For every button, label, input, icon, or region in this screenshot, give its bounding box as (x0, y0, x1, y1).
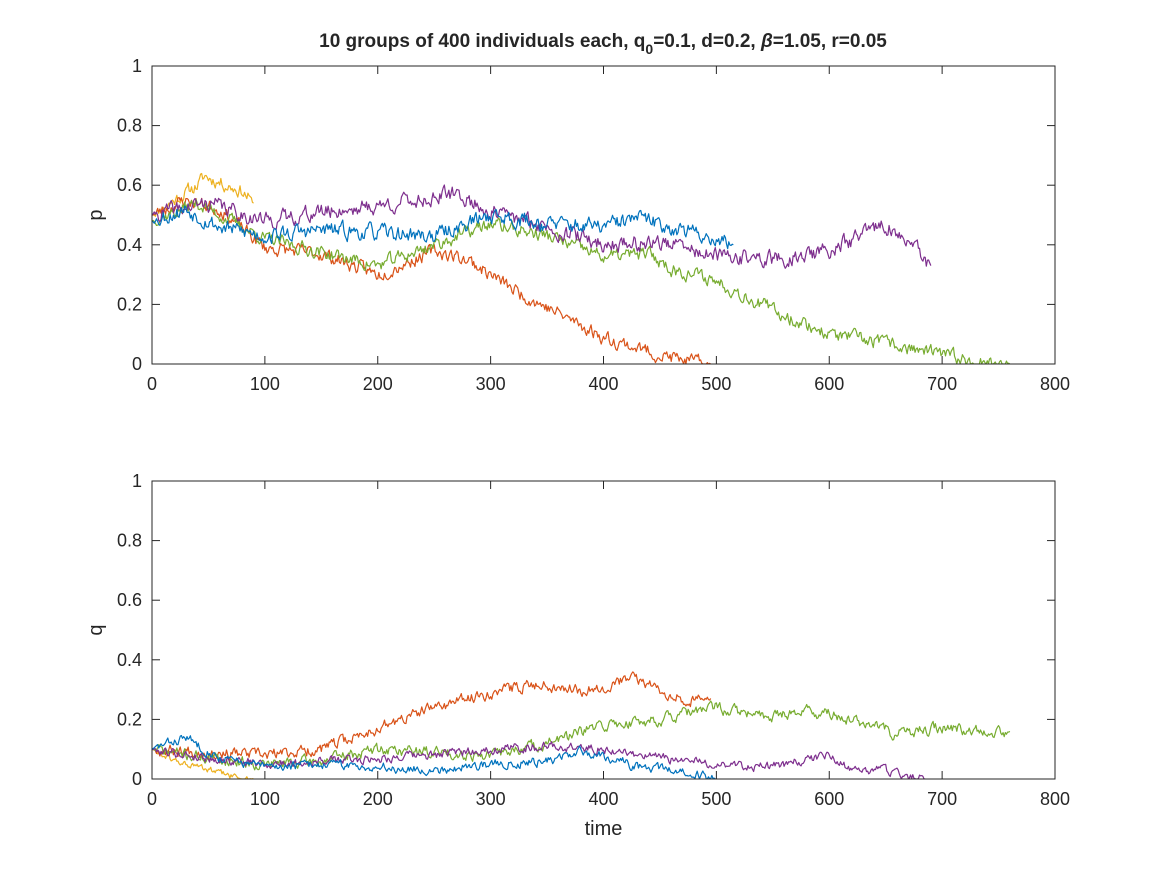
x-tick-label: 600 (814, 789, 844, 809)
y-tick-label: 0.2 (117, 294, 142, 314)
y-tick-label: 0 (132, 354, 142, 374)
title-text-pre: 10 groups of 400 individuals each, q (319, 31, 645, 52)
y-tick-label: 0.4 (117, 235, 142, 255)
y-tick-label: 1 (132, 471, 142, 491)
x-tick-label: 100 (250, 789, 280, 809)
y-tick-label: 0.8 (117, 531, 142, 551)
y-tick-label: 0.8 (117, 116, 142, 136)
x-tick-label: 600 (814, 374, 844, 394)
title-text-mid: =0.1, d=0.2, (653, 31, 761, 52)
series-line-3 (152, 741, 926, 779)
x-tick-label: 200 (363, 374, 393, 394)
y-tick-label: 0.4 (117, 650, 142, 670)
title-text-post: =1.05, r=0.05 (773, 31, 888, 52)
x-tick-label: 100 (250, 374, 280, 394)
x-tick-label: 200 (363, 789, 393, 809)
x-tick-label: 300 (476, 789, 506, 809)
x-tick-label: 400 (588, 789, 618, 809)
y-axis-label: q (85, 624, 107, 635)
x-tick-label: 400 (588, 374, 618, 394)
y-tick-label: 0.6 (117, 175, 142, 195)
x-tick-label: 700 (927, 374, 957, 394)
x-tick-label: 0 (147, 789, 157, 809)
x-tick-label: 0 (147, 374, 157, 394)
series-line-4 (152, 734, 717, 779)
series-line-0 (152, 172, 254, 217)
x-tick-label: 800 (1040, 374, 1070, 394)
title-beta: β (760, 31, 773, 52)
x-tick-label: 800 (1040, 789, 1070, 809)
title-subscript: 0 (645, 41, 653, 57)
series-line-2 (152, 198, 1011, 364)
y-axis-label: p (85, 209, 107, 220)
x-axis-label: time (585, 818, 623, 840)
series-line-1 (152, 671, 712, 761)
y-tick-label: 0.6 (117, 590, 142, 610)
y-tick-label: 1 (132, 56, 142, 76)
series-group (152, 172, 1011, 364)
series-group (152, 671, 1011, 779)
series-line-4 (152, 205, 734, 250)
x-tick-label: 700 (927, 789, 957, 809)
x-tick-label: 300 (476, 374, 506, 394)
bottom-panel-q: 0 100 200 300 400 500 600 700 800 0 0.2 0.4 0.6 0.8 1 q… (85, 471, 1070, 840)
y-tick-label: 0.2 (117, 709, 142, 729)
x-tick-label: 500 (701, 374, 731, 394)
y-tick-label: 0 (132, 769, 142, 789)
x-tick-label: 500 (701, 789, 731, 809)
top-panel-p: 0 100 200 300 400 500 600 700 800 0 0.2 0.4 0.6 0.8 1 p (85, 56, 1070, 394)
chart-title: 10 groups of 400 individuals each, q0=0.… (319, 31, 887, 57)
series-line-3 (152, 184, 932, 269)
